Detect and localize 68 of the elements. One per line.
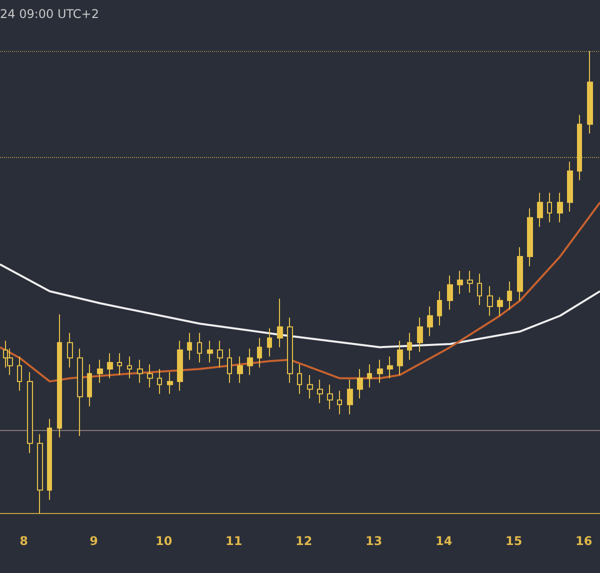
candlestick bbox=[327, 384, 333, 410]
candlestick bbox=[447, 275, 453, 310]
candlestick bbox=[527, 208, 533, 267]
candlestick bbox=[177, 340, 183, 392]
candlestick bbox=[197, 332, 202, 363]
x-tick-label: 11 bbox=[225, 534, 242, 548]
candlestick bbox=[87, 364, 92, 407]
candlestick bbox=[147, 364, 153, 388]
candlestick bbox=[347, 379, 353, 415]
candlestick bbox=[247, 348, 253, 376]
candlestick bbox=[557, 192, 563, 223]
x-tick-label: 15 bbox=[506, 534, 522, 548]
candlestick bbox=[307, 374, 313, 400]
candlestick bbox=[397, 340, 403, 376]
candlestick bbox=[127, 356, 132, 379]
x-tick-label: 16 bbox=[576, 534, 592, 548]
candlestick bbox=[377, 359, 383, 384]
candlestick bbox=[207, 340, 213, 363]
candlestick bbox=[57, 314, 62, 438]
candlestick bbox=[227, 348, 232, 384]
candlestick bbox=[157, 368, 162, 394]
candlestick bbox=[367, 364, 372, 388]
candlestick bbox=[237, 356, 243, 384]
x-tick-label: 10 bbox=[155, 534, 172, 548]
candlestick bbox=[497, 296, 503, 316]
candlestick bbox=[577, 114, 582, 181]
candlestick bbox=[117, 352, 122, 376]
x-tick-label: 8 bbox=[20, 534, 28, 548]
candlestick bbox=[337, 390, 342, 415]
candlestick bbox=[47, 418, 52, 500]
x-tick-label: 13 bbox=[366, 534, 382, 548]
candlestick bbox=[107, 352, 113, 379]
candlestick bbox=[547, 192, 552, 223]
candlestick bbox=[437, 290, 442, 326]
candlestick bbox=[467, 270, 473, 294]
candlestick bbox=[517, 246, 523, 301]
candlestick bbox=[567, 161, 573, 212]
candlestick bbox=[477, 273, 482, 306]
candlestick bbox=[317, 379, 323, 404]
candlestick bbox=[217, 340, 223, 368]
candlestick bbox=[457, 270, 463, 295]
candlestick bbox=[137, 359, 143, 384]
x-tick-label: 12 bbox=[296, 534, 312, 548]
x-tick-label: 9 bbox=[90, 534, 98, 548]
candlestick bbox=[277, 298, 283, 348]
candlestick bbox=[297, 364, 302, 394]
candlestick bbox=[427, 306, 433, 337]
candlestick bbox=[187, 332, 192, 360]
candlestick bbox=[387, 356, 393, 379]
candlestick bbox=[507, 281, 512, 310]
candlestick bbox=[537, 192, 543, 228]
x-tick-label: 14 bbox=[436, 534, 452, 548]
candlestick bbox=[77, 348, 83, 437]
candlestick bbox=[27, 372, 33, 454]
candlestick bbox=[97, 359, 103, 384]
candlestick bbox=[257, 337, 262, 368]
candlestick bbox=[417, 317, 423, 352]
candlestick bbox=[487, 286, 493, 316]
candlestick bbox=[287, 317, 293, 384]
candlestick bbox=[587, 50, 593, 134]
candlestick bbox=[167, 372, 173, 394]
candlestick bbox=[37, 434, 43, 514]
candlestick bbox=[267, 328, 272, 357]
text: 24 09:00 UTC+2 bbox=[0, 7, 99, 21]
candlestick bbox=[67, 332, 73, 368]
candlestick bbox=[407, 332, 412, 360]
candlestick bbox=[17, 356, 22, 392]
candlestick bbox=[357, 368, 363, 400]
